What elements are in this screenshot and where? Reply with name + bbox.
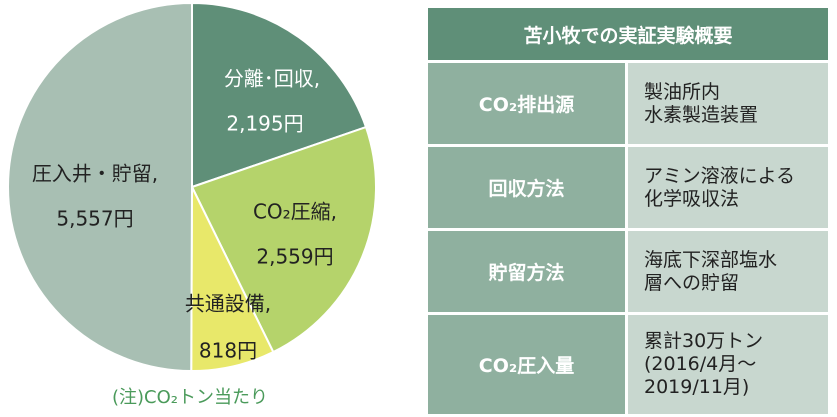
pie-slice [7, 1, 193, 373]
slice-label: 圧入井・貯留, [32, 162, 158, 186]
value-line: 2019/11月) [644, 376, 750, 398]
slice-value-label: 818円 [199, 339, 257, 363]
row-label: CO₂排出源 [428, 63, 625, 144]
table-row: 回収方法 アミン溶液による 化学吸収法 [428, 147, 828, 228]
table-row: CO₂排出源 製油所内 水素製造装置 [428, 63, 828, 144]
row-value: 海底下深部塩水 層への貯留 [628, 231, 828, 312]
value-line: 層への貯留 [644, 271, 740, 294]
value-line: 化学吸収法 [644, 187, 740, 210]
slice-value-label: 5,557円 [56, 207, 133, 231]
table-title: 苫小牧での実証実験概要 [428, 8, 828, 60]
row-label: CO₂圧入量 [428, 315, 625, 414]
value-line: 海底下深部塩水 [644, 248, 778, 271]
slice-value-label: 2,195円 [226, 112, 303, 136]
row-value: 製油所内 水素製造装置 [628, 63, 828, 144]
table-row: 貯留方法 海底下深部塩水 層への貯留 [428, 231, 828, 312]
table-row: CO₂圧入量 累計30万トン (2016/4月～ 2019/11月) [428, 315, 828, 414]
value-line: アミン溶液による [644, 164, 796, 187]
slice-label: 共通設備, [185, 292, 271, 316]
pie-slice [190, 125, 377, 354]
value-line: 製油所内 [644, 80, 721, 103]
slice-value-label: 2,559円 [256, 245, 333, 269]
summary-table: 苫小牧での実証実験概要 CO₂排出源 製油所内 水素製造装置 回収方法 アミン溶液による… [428, 8, 828, 417]
row-value: 累計30万トン (2016/4月～ 2019/11月) [628, 315, 828, 414]
value-line: (2016/4月～ [644, 353, 757, 375]
slice-label: 分離･回収, [224, 67, 320, 91]
row-label: 回収方法 [428, 147, 625, 228]
annotation: (注)CO₂トン当たり [112, 387, 268, 408]
row-label: 貯留方法 [428, 231, 625, 312]
value-line: 累計30万トン [644, 330, 764, 352]
row-value: アミン溶液による 化学吸収法 [628, 147, 828, 228]
pie-slice [191, 1, 368, 189]
pie-chart: (注)CO₂トン当たり 分離･回収, 2,195円 CO₂圧縮, 2,559円共通設備… [7, 1, 377, 408]
slice-label: CO₂圧縮, [253, 200, 337, 224]
value-line: 水素製造装置 [644, 103, 759, 126]
